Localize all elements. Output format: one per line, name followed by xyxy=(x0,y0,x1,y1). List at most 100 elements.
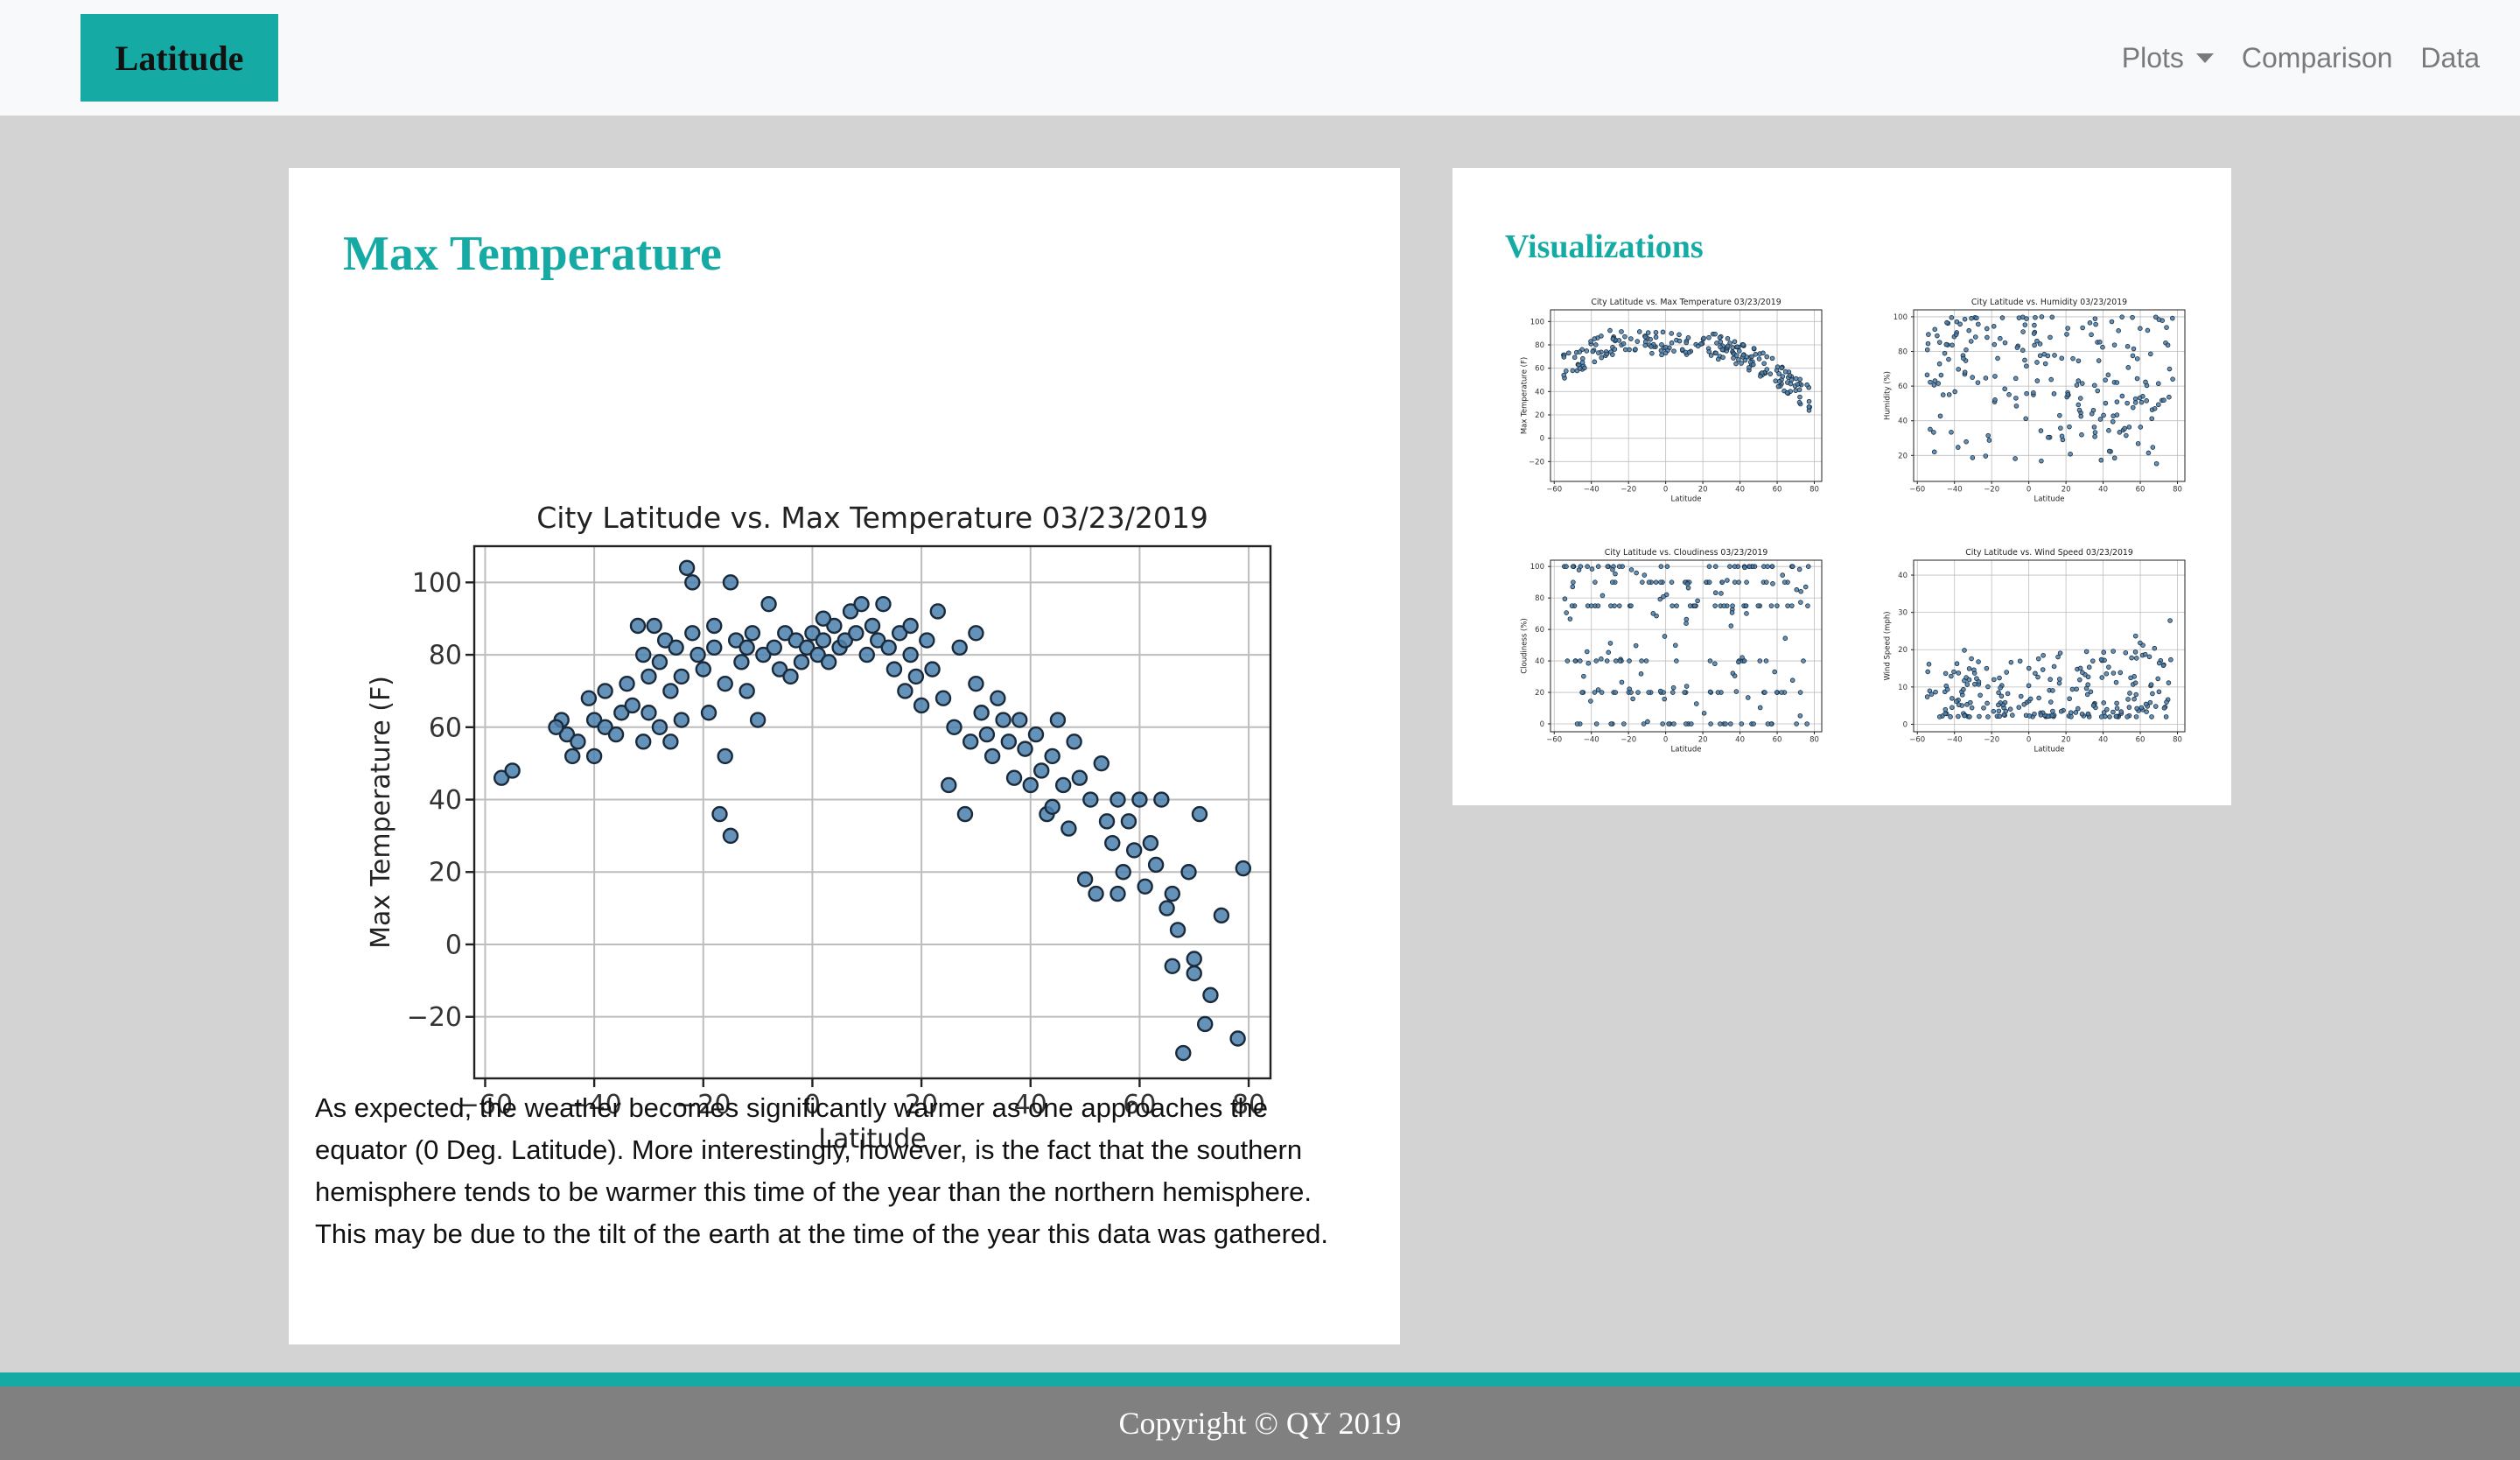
thumbnail-cloudiness[interactable]: −60 −40 −20 0 20 40 60 80 0 20 40 60 80 100 City Latit… xyxy=(1496,541,1846,769)
data-point xyxy=(744,625,761,642)
data-point xyxy=(727,632,745,649)
data-point xyxy=(722,574,739,591)
data-point xyxy=(624,697,640,714)
data-point xyxy=(1595,687,1601,692)
data-point xyxy=(2123,649,2129,656)
data-point xyxy=(815,632,832,649)
y-tick-label: 20 xyxy=(429,858,462,888)
data-point xyxy=(2149,416,2155,422)
data-point xyxy=(2038,428,2044,433)
x-tick-label: 60 xyxy=(1123,1090,1156,1120)
data-point xyxy=(1775,383,1782,390)
data-point xyxy=(1984,326,1990,332)
data-point xyxy=(2021,701,2027,707)
data-point xyxy=(2132,649,2138,655)
data-point xyxy=(1066,734,1082,750)
data-point xyxy=(2168,656,2174,663)
data-point xyxy=(1961,355,1966,361)
data-point xyxy=(1968,699,1973,705)
data-point xyxy=(1670,603,1675,608)
data-point xyxy=(2128,675,2133,681)
nav-comparison-link[interactable]: Comparison xyxy=(2241,41,2393,74)
data-point xyxy=(809,646,826,663)
data-point xyxy=(1669,340,1675,346)
data-point xyxy=(1946,356,1951,362)
data-point xyxy=(2049,314,2055,320)
data-point xyxy=(1721,603,1726,608)
data-point xyxy=(1996,708,2002,714)
y-tick-label: 40 xyxy=(1898,572,1908,580)
data-point xyxy=(1936,714,1942,719)
data-point xyxy=(1674,603,1679,608)
nav-plots-dropdown[interactable]: Plots xyxy=(2122,42,2214,74)
data-point xyxy=(1956,713,1961,719)
data-point xyxy=(1955,445,1961,450)
data-point xyxy=(1937,413,1943,419)
thumbnail-max-temperature[interactable]: −60 −40 −20 0 20 40 60 80 −20 0 20 40 60 80 100 City La… xyxy=(1496,291,1846,518)
data-point xyxy=(2010,712,2015,718)
thumbnail-wind-speed[interactable]: −60 −40 −20 0 20 40 60 80 0 10 20 30 40 City Latitude… xyxy=(1859,541,2209,769)
data-point xyxy=(1805,603,1810,608)
data-point xyxy=(1712,331,1718,337)
data-point xyxy=(1607,327,1613,333)
data-point xyxy=(1802,584,1809,590)
data-point xyxy=(1750,361,1756,368)
data-point xyxy=(1604,658,1610,663)
data-point xyxy=(2111,455,2118,461)
data-point xyxy=(1796,387,1802,393)
data-point xyxy=(1098,813,1116,830)
data-point xyxy=(2086,664,2092,670)
brand-link[interactable]: Latitude xyxy=(80,14,278,102)
data-point xyxy=(1570,564,1576,569)
data-point xyxy=(1684,340,1690,346)
data-point xyxy=(1976,321,1981,327)
x-tick-label: 80 xyxy=(2173,486,2182,495)
data-point xyxy=(1948,714,1953,719)
data-point xyxy=(1640,579,1645,585)
x-tick-label: −60 xyxy=(1546,736,1562,745)
data-point xyxy=(1789,677,1796,684)
y-tick-label: −20 xyxy=(407,1002,462,1033)
data-point xyxy=(864,617,881,635)
description-paragraph: As expected, the weather becomes signifi… xyxy=(315,1092,1328,1249)
x-tick-label: 80 xyxy=(1810,486,1819,495)
data-point xyxy=(1076,871,1094,888)
data-point xyxy=(1564,610,1569,615)
data-point xyxy=(2155,676,2161,682)
nav-data-link[interactable]: Data xyxy=(2420,41,2480,74)
y-tick-label: 100 xyxy=(1894,313,1908,322)
data-point xyxy=(1964,682,1970,687)
data-point xyxy=(2125,365,2132,370)
data-point xyxy=(1592,579,1598,585)
data-point xyxy=(1707,689,1713,695)
data-point xyxy=(2133,714,2139,719)
x-tick-label: 40 xyxy=(1735,736,1745,745)
data-point xyxy=(1725,335,1731,341)
data-point xyxy=(1564,564,1569,569)
data-point xyxy=(1806,398,1812,404)
data-point xyxy=(1733,353,1740,358)
data-point xyxy=(2161,705,2167,711)
data-point xyxy=(1774,364,1781,369)
data-point xyxy=(2166,366,2173,372)
data-point xyxy=(733,654,750,670)
data-point xyxy=(1925,669,1930,675)
data-point xyxy=(2104,670,2110,677)
data-point xyxy=(1000,734,1018,750)
data-point xyxy=(2138,326,2143,331)
data-point xyxy=(1953,698,1959,705)
data-point xyxy=(1585,564,1590,569)
data-point xyxy=(2004,670,2009,675)
y-tick-label: 80 xyxy=(1898,347,1908,356)
data-point xyxy=(2049,712,2055,719)
data-point xyxy=(1684,581,1690,586)
data-point xyxy=(1924,347,1930,353)
thumbnail-humidity[interactable]: −60 −40 −20 0 20 40 60 80 20 40 60 80 100 City Latitu… xyxy=(1859,291,2209,518)
data-point xyxy=(2012,376,2019,382)
x-tick-label: −60 xyxy=(458,1090,513,1120)
data-point xyxy=(1718,591,1724,596)
data-point xyxy=(2118,709,2124,714)
data-point xyxy=(1658,564,1664,569)
data-point xyxy=(1978,692,1983,698)
data-point xyxy=(2153,460,2160,467)
